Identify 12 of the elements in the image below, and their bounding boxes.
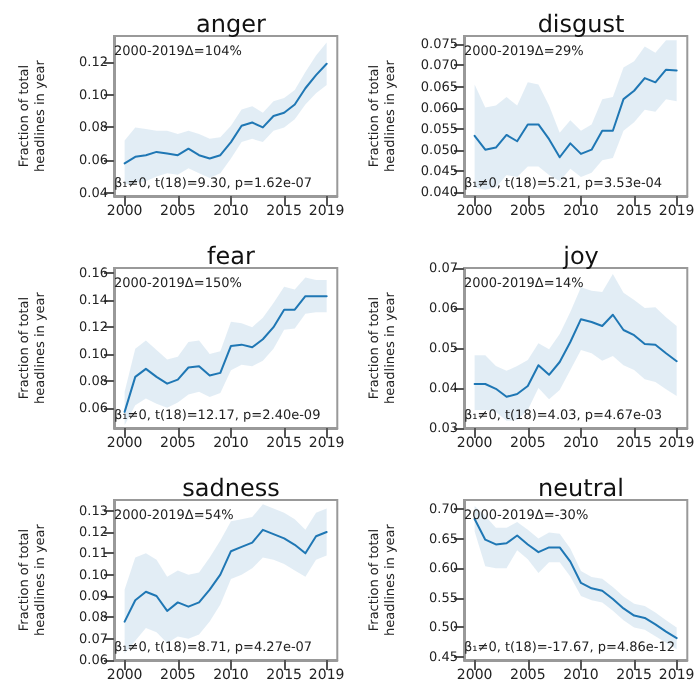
line-series — [473, 313, 678, 398]
line-series — [123, 295, 328, 413]
line-series — [123, 528, 328, 623]
chart-title: sadness — [182, 474, 280, 502]
line-series — [473, 68, 678, 159]
chart-title: disgust — [537, 10, 625, 38]
chart-title: joy — [561, 242, 599, 270]
line-series — [473, 517, 678, 640]
chart-title: anger — [196, 10, 267, 38]
chart-title: neutral — [538, 474, 624, 502]
chart-title: fear — [207, 242, 256, 270]
line-series — [123, 62, 328, 165]
